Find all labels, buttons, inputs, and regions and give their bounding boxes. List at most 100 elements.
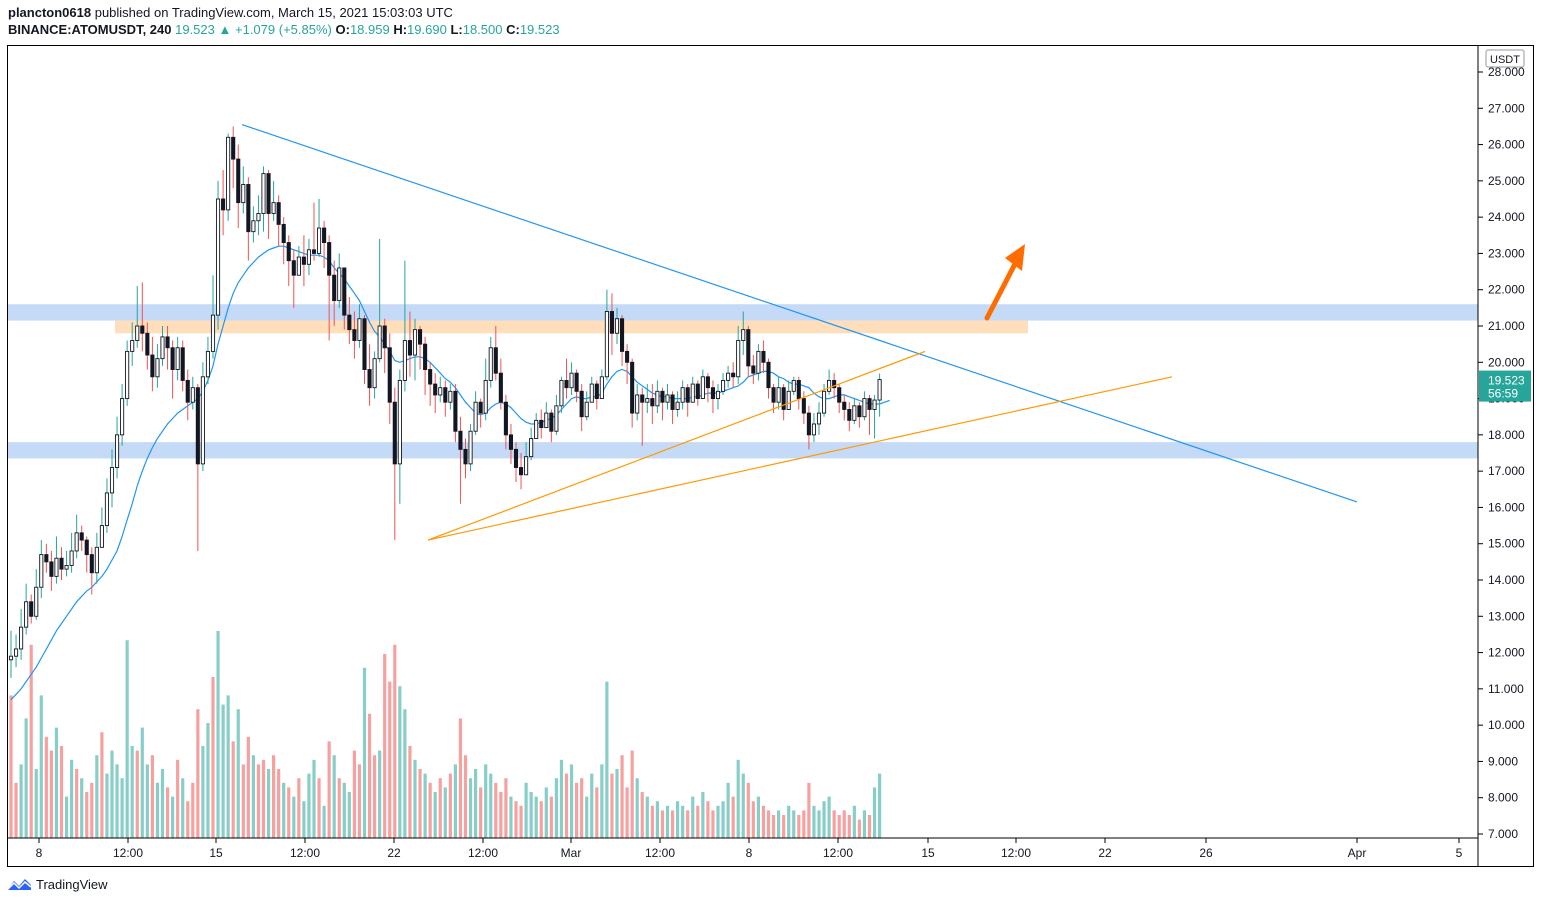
volume-bar <box>575 782 579 838</box>
volume-bar <box>418 769 422 838</box>
volume-bar <box>499 792 503 838</box>
volume-bar <box>251 755 255 838</box>
volume-bar <box>721 801 725 838</box>
volume-bar <box>317 778 321 838</box>
candle-body <box>84 539 89 556</box>
candle-body <box>609 311 614 334</box>
candle-body <box>423 343 428 370</box>
candle-body <box>761 350 766 363</box>
open-label: O: <box>335 22 350 37</box>
candle-body <box>801 398 806 414</box>
volume-bar <box>9 695 13 838</box>
volume-bar <box>120 778 124 838</box>
volume-bar <box>64 796 69 838</box>
candle-body <box>271 202 276 214</box>
candle-body <box>771 387 776 403</box>
time-tick-label: 12:00 <box>1001 846 1031 860</box>
volume-bar <box>822 801 826 838</box>
candle-body <box>549 412 554 432</box>
volume-bar <box>807 782 811 838</box>
volume-bar <box>665 805 670 838</box>
volume-bar <box>388 681 392 838</box>
volume-bar <box>261 759 266 838</box>
volume-bar <box>847 815 851 838</box>
candle-body <box>433 383 438 396</box>
candle-body <box>524 456 529 476</box>
time-tick-label: 12:00 <box>113 846 143 860</box>
volume-bar <box>125 640 129 838</box>
volume-bar <box>842 810 846 838</box>
last-price: 19.523 <box>175 22 215 37</box>
volume-bar <box>287 787 291 838</box>
high-label: H: <box>393 22 408 37</box>
volume-bar <box>741 773 745 838</box>
candle-body <box>317 227 322 254</box>
volume-bar <box>580 778 584 838</box>
candle-body <box>721 379 726 392</box>
candle-body <box>438 387 443 396</box>
candle-body <box>695 383 700 400</box>
volume-bar <box>564 773 569 838</box>
volume-bar <box>610 773 614 838</box>
candle-body <box>150 354 155 378</box>
candle-body <box>503 401 508 436</box>
volume-bar <box>716 805 720 838</box>
price-change: +1.079 (+5.85%) <box>235 22 332 37</box>
volume-bar <box>832 810 836 838</box>
volume-bar <box>670 810 675 838</box>
volume-bar <box>165 787 170 838</box>
candle-body <box>700 376 705 400</box>
volume-bar <box>706 801 710 838</box>
candle-body <box>594 383 599 400</box>
volume-bar <box>711 810 715 838</box>
price-tick-label: 16.000 <box>1488 500 1525 514</box>
candle-body <box>418 329 423 345</box>
volume-bar <box>80 778 84 838</box>
volume-bar <box>373 755 377 838</box>
candle-body <box>670 394 675 410</box>
price-tick-label: 21.000 <box>1488 319 1525 333</box>
candle-body <box>190 387 195 403</box>
volume-bar <box>761 805 766 838</box>
volume-bar <box>736 759 740 838</box>
candle-body <box>630 361 635 414</box>
time-tick-label: 22 <box>387 846 401 860</box>
candle-body <box>554 405 559 432</box>
candle-body <box>458 430 463 450</box>
volume-bar <box>297 778 301 838</box>
time-tick-label: 12:00 <box>645 846 675 860</box>
candle-body <box>322 227 327 243</box>
candle-body <box>599 376 604 400</box>
candle-body <box>251 220 256 233</box>
price-tick-label: 14.000 <box>1488 573 1525 587</box>
volume-bar <box>600 764 604 838</box>
publish-info: plancton0618 published on TradingView.co… <box>8 5 453 20</box>
chart-frame <box>7 45 1534 867</box>
price-tick-label: 8.000 <box>1488 791 1518 805</box>
volume-bar <box>453 764 457 838</box>
volume-bar <box>236 709 240 838</box>
wedge-upper-line <box>427 350 926 541</box>
volume-bar <box>463 755 468 838</box>
volume-bar <box>438 778 442 838</box>
price-tick-label: 20.000 <box>1488 355 1525 369</box>
candle-body <box>822 390 827 414</box>
tradingview-footer[interactable]: TradingView <box>6 876 108 892</box>
author-name[interactable]: plancton0618 <box>8 5 92 20</box>
candle-body <box>736 340 741 378</box>
volume-bar <box>176 759 180 838</box>
publish-date: published on TradingView.com, March 15, … <box>94 5 453 20</box>
volume-bar <box>272 755 276 838</box>
wedge-lower-line <box>427 376 1173 541</box>
time-tick-label: 12:00 <box>823 846 853 860</box>
candle-body <box>377 325 382 360</box>
candle-body <box>508 434 514 450</box>
volume-bar <box>312 759 316 838</box>
volume-bar <box>327 741 331 838</box>
volume-bar <box>191 782 195 838</box>
candle-body <box>185 379 190 403</box>
volume-bar <box>302 801 306 838</box>
bar-countdown: 56:59 <box>1488 387 1518 401</box>
symbol-name[interactable]: BINANCE:ATOMUSDT, 240 <box>8 22 172 37</box>
